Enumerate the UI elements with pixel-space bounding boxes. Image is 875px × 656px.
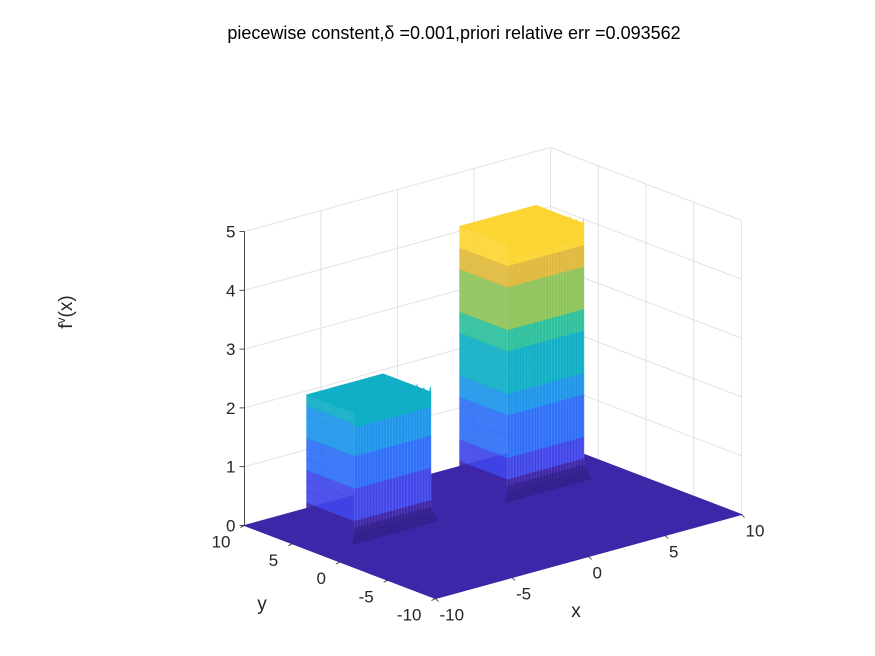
z-tick-label: 2 [226,399,235,418]
surface-block [458,204,592,503]
x-tick-label: 10 [746,522,765,541]
y-tick-label: 5 [269,551,278,570]
surface-block [305,373,439,545]
x-tick-mark [741,514,745,518]
block-ridge [354,383,431,428]
z-tick-label: 5 [226,223,235,242]
x-tick-label: -5 [516,585,531,604]
x-tick-label: 5 [669,543,678,562]
grid-line [244,147,551,232]
block-base-shadow [352,506,439,545]
block-base-shadow [505,464,592,503]
x-tick-label: -10 [440,606,465,625]
y-tick-label: 10 [212,533,231,552]
y-tick-label: -5 [359,587,374,606]
grid-line [550,205,742,280]
surface [242,204,744,600]
x-tick-mark [588,556,592,560]
z-tick-label: 3 [226,340,235,359]
block-face-top [458,204,585,245]
y-tick-mark [288,543,293,547]
z-tick-label: 1 [226,458,235,477]
x-axis-label: x [571,601,581,622]
z-axis-label: fv(x) [54,295,77,328]
grid-line [550,147,742,221]
x-tick-mark [511,577,516,581]
y-tick-mark [431,598,436,601]
z-tick-label: 4 [226,281,235,300]
y-tick-label: 0 [317,569,326,588]
z-tick-label: 0 [226,517,235,536]
chart-title: piecewise constent,δ =0.001,priori relat… [227,23,680,43]
x-tick-mark [664,535,669,539]
block-face-top [305,373,432,414]
y-axis-label: y [257,594,267,615]
y-tick-mark [383,579,388,583]
x-tick-mark [435,598,439,602]
x-tick-label: 0 [593,564,602,583]
y-tick-label: -10 [397,606,422,625]
y-tick-mark [335,561,341,565]
block-ridge [507,214,584,260]
